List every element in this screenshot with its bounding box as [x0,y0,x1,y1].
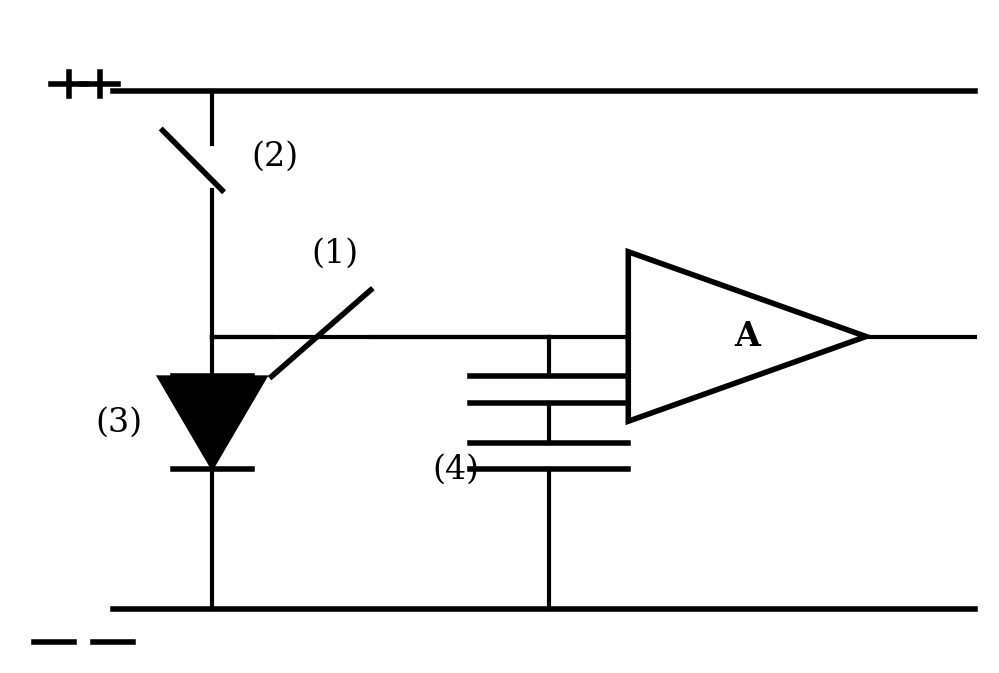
Text: (1): (1) [312,238,359,270]
Text: (4): (4) [433,454,480,485]
Text: A: A [734,320,760,353]
Text: (3): (3) [96,407,143,439]
Text: (2): (2) [252,141,299,173]
Polygon shape [158,376,267,470]
